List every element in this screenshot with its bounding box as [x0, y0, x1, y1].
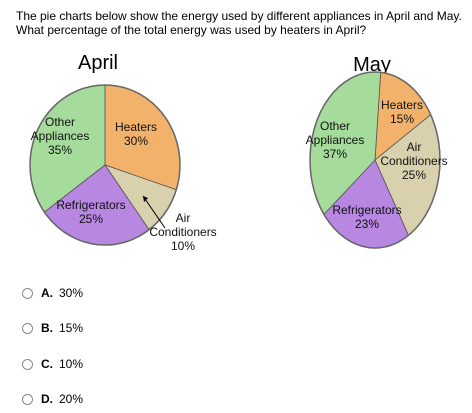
radio-a[interactable]	[22, 287, 33, 299]
may-label-air-conditioners: Air Conditioners 25%	[380, 140, 447, 182]
april-pie-rim	[29, 84, 181, 246]
april-label-air-conditioners: Air Conditioners 10%	[149, 211, 216, 253]
choice-c[interactable]: C. 10%	[22, 354, 83, 374]
question-line-1: The pie charts below show the energy use…	[16, 9, 462, 23]
choice-d-letter: D.	[41, 392, 53, 406]
choice-d-text: 20%	[59, 392, 84, 406]
radio-d[interactable]	[22, 393, 33, 405]
question-text: The pie charts below show the energy use…	[16, 9, 466, 37]
may-label-heaters: Heaters 15%	[381, 98, 423, 126]
april-label-pointer-arrowhead	[143, 196, 148, 202]
choice-c-letter: C.	[41, 357, 53, 371]
may-chart-title: May	[353, 54, 391, 76]
april-label-heaters: Heaters 30%	[115, 120, 157, 148]
april-label-pointer	[142, 195, 166, 229]
april-label-refrigerators: Refrigerators 25%	[56, 198, 125, 226]
april-pie: Heaters 30% Air Conditioners 10% Refrigerator…	[29, 84, 217, 253]
choice-a-text: 30%	[59, 286, 84, 300]
radio-c[interactable]	[22, 358, 33, 370]
choice-a[interactable]: A. 30%	[22, 283, 83, 303]
question-line-2: What percentage of the total energy was …	[16, 23, 367, 37]
choice-b[interactable]: B. 15%	[22, 318, 83, 338]
may-pie: Heaters 15% Air Conditioners 25% Refrigerator…	[306, 71, 448, 249]
choice-c-text: 10%	[59, 357, 84, 371]
choice-a-letter: A.	[41, 286, 53, 300]
radio-b[interactable]	[22, 322, 33, 334]
may-label-refrigerators: Refrigerators 23%	[332, 203, 401, 231]
choice-b-letter: B.	[41, 321, 53, 335]
may-pie-rim	[309, 71, 441, 249]
choice-d[interactable]: D. 20%	[22, 389, 83, 409]
april-label-other-appliances: Other Appliances 35%	[31, 115, 90, 157]
may-label-other-appliances: Other Appliances 37%	[306, 119, 365, 161]
pie-charts: Heaters 30% Air Conditioners 10% Refrigerator…	[29, 71, 448, 253]
choice-b-text: 15%	[59, 321, 84, 335]
april-chart-title: April	[77, 52, 118, 74]
